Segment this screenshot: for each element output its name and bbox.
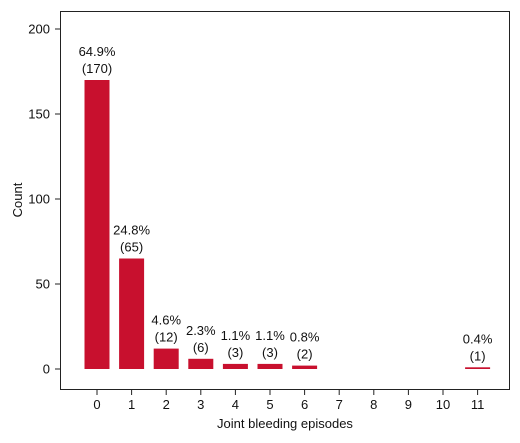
- data-label-percent: 0.8%: [290, 330, 320, 345]
- x-axis-title: Joint bleeding episodes: [217, 416, 353, 431]
- data-label-percent: 4.6%: [151, 313, 181, 328]
- y-axis: 0 50 100 150 200: [28, 22, 60, 377]
- data-label-count: (65): [120, 240, 143, 255]
- data-label-count: (2): [297, 347, 313, 362]
- bar: [188, 358, 214, 369]
- x-tick-label: 3: [197, 397, 204, 412]
- bar-series: [84, 80, 491, 369]
- x-tick-label: 4: [232, 397, 239, 412]
- y-tick-label: 100: [28, 192, 50, 207]
- y-tick-label: 50: [36, 277, 50, 292]
- data-label-count: (170): [82, 61, 112, 76]
- bar: [465, 367, 491, 369]
- bar: [292, 365, 318, 369]
- data-label-percent: 2.3%: [186, 323, 216, 338]
- y-tick-label: 150: [28, 107, 50, 122]
- x-axis: 0 1 2 3 4 5 6 7 8 9 10 11: [93, 390, 484, 412]
- x-tick-label: 8: [370, 397, 377, 412]
- x-tick-label: 11: [471, 397, 485, 412]
- bar: [119, 258, 145, 369]
- bar: [257, 363, 283, 369]
- x-tick-label: 7: [336, 397, 343, 412]
- bar: [153, 348, 179, 369]
- x-tick-label: 2: [163, 397, 170, 412]
- x-tick-label: 6: [301, 397, 308, 412]
- plot-frame: [60, 11, 510, 390]
- x-tick-label: 10: [436, 397, 450, 412]
- bar: [84, 80, 110, 369]
- data-labels: 64.9% (170) 24.8% (65) 4.6% (12) 2.3% (6) 1.1% (3…: [79, 44, 493, 363]
- y-tick-label: 0: [43, 362, 50, 377]
- y-tick-label: 200: [28, 22, 50, 37]
- bar: [222, 363, 248, 369]
- data-label-percent: 0.4%: [463, 331, 493, 346]
- data-label-percent: 64.9%: [79, 44, 116, 59]
- data-label-count: (12): [155, 330, 178, 345]
- x-tick-label: 1: [128, 397, 135, 412]
- data-label-count: (3): [262, 345, 278, 360]
- x-tick-label: 0: [93, 397, 100, 412]
- y-axis-title: Count: [10, 182, 25, 217]
- data-label-count: (3): [227, 345, 243, 360]
- data-label-count: (1): [470, 348, 486, 363]
- data-label-count: (6): [193, 340, 209, 355]
- data-label-percent: 24.8%: [113, 223, 150, 238]
- x-tick-label: 9: [405, 397, 412, 412]
- data-label-percent: 1.1%: [255, 328, 285, 343]
- data-label-percent: 1.1%: [221, 328, 251, 343]
- x-tick-label: 5: [266, 397, 273, 412]
